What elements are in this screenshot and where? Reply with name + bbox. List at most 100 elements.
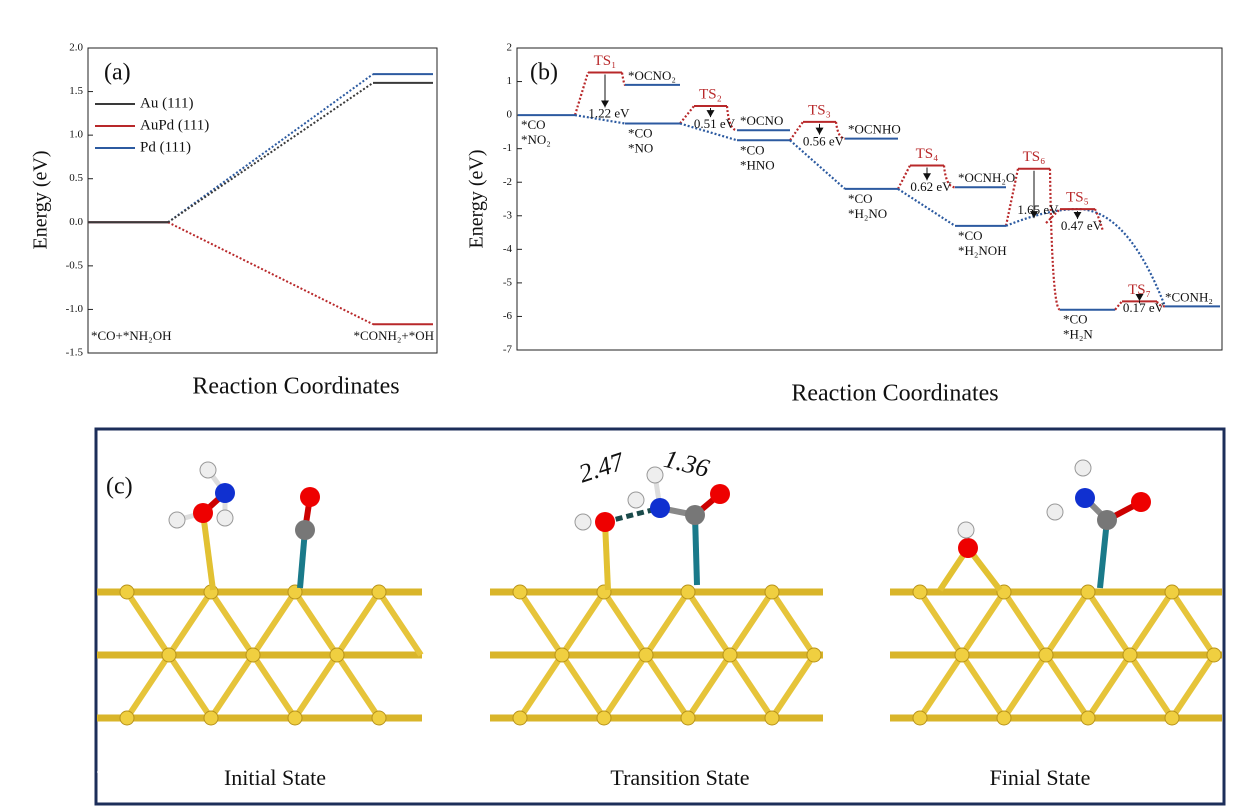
path-connector [897, 188, 956, 227]
lattice-group [97, 584, 1222, 773]
level-label: *OCNO₂ [628, 68, 676, 83]
lattice-bond [1169, 653, 1217, 720]
x-tick-label: *CONH₂+*OH [354, 328, 434, 343]
panel-label: (c) [106, 474, 133, 500]
level-label: *CO [521, 117, 546, 132]
legend-label: Au (111) [140, 95, 193, 111]
barrier-label: 0.62 eV [910, 179, 952, 194]
lattice-bond [166, 590, 214, 657]
lattice-bond [601, 590, 649, 657]
ts-label: TS₄ [916, 146, 939, 162]
y-axis-label: Energy (eV) [30, 150, 52, 249]
level-label: *CONH₂ [1165, 289, 1213, 304]
lattice-bond [376, 590, 424, 657]
y-tick-label: -0.5 [66, 259, 84, 271]
lattice-bond [1127, 590, 1175, 657]
lattice-atom [245, 647, 261, 663]
x-tick-label: *CO+*NH₂OH [91, 328, 171, 343]
frame-c [94, 427, 1226, 806]
lattice-bond [727, 590, 775, 657]
ts-connector [1114, 300, 1166, 311]
lattice-atom [638, 647, 654, 663]
lattice-bond [685, 590, 733, 657]
y-tick-label: 0.5 [69, 172, 83, 184]
lattice-atom [161, 647, 177, 663]
lattice-atom [1080, 584, 1096, 600]
ts-connector [897, 164, 956, 190]
connector [167, 82, 374, 224]
ts-label: TS₆ [1023, 149, 1046, 165]
ts-label: TS₁ [594, 53, 617, 69]
x-axis-label: Reaction Coordinates [791, 381, 998, 407]
level-label: *H₂NOH [958, 243, 1007, 258]
lattice-bond [334, 590, 382, 657]
lattice-atom [764, 710, 780, 726]
lattice-atom [119, 584, 135, 600]
level-label: *OCNH₂O [958, 170, 1015, 185]
path-connector [574, 114, 626, 125]
lattice-bond [559, 590, 607, 657]
lattice-atom [554, 647, 570, 663]
lattice-bond [1001, 653, 1049, 720]
lattice-atom [1080, 710, 1096, 726]
y-tick-label: 1.5 [69, 85, 83, 97]
barrier-label: 0.51 eV [694, 116, 736, 131]
molecule-initial [168, 461, 320, 591]
molecule-transition [574, 466, 730, 591]
lattice-bond [250, 653, 298, 720]
lattice-bond [643, 653, 691, 720]
lattice-atom [287, 710, 303, 726]
lattice-bond [959, 590, 1007, 657]
lattice-atom [764, 584, 780, 600]
lattice-bond [166, 653, 214, 720]
lattice-atom [680, 710, 696, 726]
lattice-atom [722, 647, 738, 663]
lattice-bond [208, 653, 256, 720]
legend-label: AuPd (111) [140, 117, 209, 133]
ts-label: TS₇ [1128, 282, 1151, 298]
connector [167, 73, 374, 224]
y-tick-label: -1 [503, 142, 512, 154]
lattice-bond [208, 590, 256, 657]
lattice-atom [287, 584, 303, 600]
lattice-bond [1043, 653, 1091, 720]
ts-connector [573, 72, 626, 116]
y-tick-label: 0 [507, 109, 513, 121]
path-connector [679, 122, 738, 142]
lattice-bond [250, 590, 298, 657]
panel-label: (a) [104, 60, 131, 86]
lattice-atom [806, 647, 822, 663]
lattice-atom [119, 710, 135, 726]
y-tick-label: 1.0 [69, 129, 83, 141]
lattice-bond [1085, 653, 1133, 720]
distance-label: 2.47 [575, 446, 628, 488]
barrier-label: 0.17 eV [1123, 300, 1165, 315]
y-tick-label: -7 [503, 344, 513, 356]
lattice-atom [1206, 647, 1222, 663]
level-label: *CO [740, 142, 765, 157]
x-axis-label: Reaction Coordinates [192, 374, 399, 400]
lattice-bond [517, 653, 565, 720]
lattice-atom [512, 584, 528, 600]
barrier-label: 0.47 eV [1061, 218, 1103, 233]
lattice-atom [1038, 647, 1054, 663]
barrier-label: 1.22 eV [588, 105, 630, 120]
lattice-atom [912, 710, 928, 726]
legend-label: Pd (111) [140, 139, 191, 155]
y-tick-label: -3 [503, 209, 513, 221]
lattice-bond [1169, 590, 1217, 657]
lattice-atom [912, 584, 928, 600]
lattice-bond [643, 590, 691, 657]
ts-connector [789, 121, 846, 141]
lattice-bond [769, 590, 817, 657]
lattice-bond [334, 653, 382, 720]
lattice-atom [371, 710, 387, 726]
lattice-atom [1164, 584, 1180, 600]
y-tick-label: 2.0 [69, 42, 83, 54]
lattice-atom [203, 710, 219, 726]
level-label: *H₂NO [848, 206, 887, 221]
barrier-label: 0.56 eV [803, 134, 845, 149]
lattice-bond [727, 653, 775, 720]
lattice-bond [124, 590, 172, 657]
level-label: *CO [958, 228, 983, 243]
